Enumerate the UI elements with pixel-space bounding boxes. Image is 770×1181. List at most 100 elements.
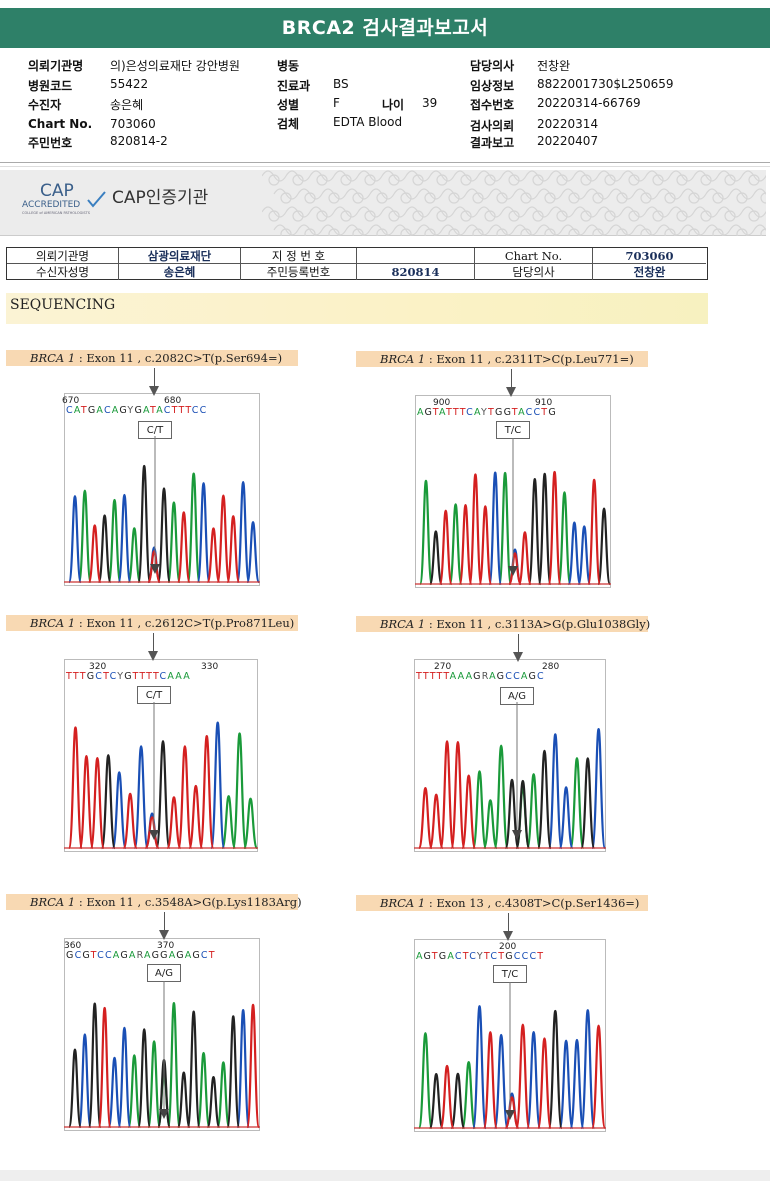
variant-label: BRCA 1 : Exon 11 , c.2311T>C(p.Leu771=)	[356, 351, 648, 367]
trace-peak	[417, 786, 433, 850]
trace-peak	[577, 525, 592, 586]
chromatogram-trace: 200 AGTGACTCYTCTGCCCT T/C	[414, 939, 606, 1132]
trace-peak	[166, 501, 181, 584]
chromatogram-trace: 900 910 AGTATTTCAYTGGTACCTG T/C	[415, 395, 611, 588]
chromatogram-peaks	[64, 981, 260, 1129]
position-number: 200	[499, 942, 517, 952]
base-letter: C	[97, 950, 105, 961]
base-letter: T	[511, 407, 519, 418]
base-letter: A	[96, 405, 104, 416]
base-letter: C	[104, 950, 113, 961]
base-letter: A	[520, 671, 529, 682]
table-cell: 820814	[357, 264, 475, 280]
section-title: SEQUENCING	[10, 297, 116, 313]
variant-detail: : Exon 11 , c.3113A>G(p.Glu1038Gly)	[425, 617, 651, 631]
trace-peak	[77, 489, 92, 584]
info-label: 임상정보	[470, 79, 515, 93]
info-value: 송은혜	[110, 98, 144, 112]
base-letter: A	[417, 407, 425, 418]
trace-peak	[177, 745, 193, 850]
base-letter: Y	[127, 405, 135, 416]
base-letter: G	[505, 951, 514, 962]
base-letter: G	[528, 671, 538, 682]
base-letter: Y	[117, 671, 125, 682]
base-letter: C	[529, 951, 538, 962]
info-label: 검사의뢰	[470, 119, 515, 133]
base-letter: T	[72, 671, 80, 682]
trace-peak	[111, 771, 127, 850]
base-call-box: T/C	[493, 965, 527, 983]
trace-peak	[517, 531, 532, 586]
arrow-shaft	[153, 633, 154, 651]
trace-peak	[547, 733, 563, 850]
base-letter: A	[156, 405, 164, 416]
info-label: 담당의사	[470, 59, 515, 73]
trace-peak	[450, 740, 466, 850]
trace-peak	[87, 1002, 102, 1129]
base-letter: T	[483, 951, 491, 962]
trace-peak	[196, 1051, 211, 1129]
variant-detail: : Exon 11 , c.2311T>C(p.Leu771=)	[425, 352, 634, 366]
variant-detail: : Exon 11 , c.2612C>T(p.Pro871Leu)	[75, 616, 295, 630]
info-value: 의)은성의료재단 강안병원	[110, 59, 240, 73]
base-letter: T	[436, 671, 444, 682]
trace-peak	[122, 792, 138, 850]
variant-detail: : Exon 11 , c.3548A>G(p.Lys1183Arg)	[75, 895, 302, 909]
info-label: 접수번호	[470, 98, 515, 112]
arrow-shaft	[518, 634, 519, 652]
trace-peak	[216, 1061, 231, 1129]
base-letter: G	[473, 671, 482, 682]
trace-peak	[127, 1054, 142, 1129]
trace-peak	[468, 473, 483, 586]
base-letter: A	[447, 951, 455, 962]
chromatogram-peaks	[64, 702, 258, 850]
table-cell: 수신자성명	[7, 264, 119, 280]
info-label: 의뢰기관명	[28, 59, 84, 73]
base-letter: T	[103, 671, 110, 682]
trace-peak	[97, 1006, 112, 1129]
cap-certified-text: CAP인증기관	[112, 188, 209, 208]
trace-peak	[547, 470, 562, 586]
report-title: BRCA2 검사결과보고서	[0, 8, 770, 48]
trace-peak	[428, 1073, 444, 1130]
down-arrow-icon	[506, 387, 516, 397]
base-letter: R	[136, 950, 145, 961]
trace-peak	[587, 478, 602, 586]
base-letter: T	[185, 405, 192, 416]
trace-peak	[226, 515, 241, 584]
info-label: 주민번호	[28, 136, 73, 150]
cap-logo-small: ACCREDITED	[22, 200, 80, 210]
base-letter: G	[124, 671, 133, 682]
base-letter: A	[128, 950, 137, 961]
info-value: 8822001730$L250659	[537, 77, 674, 91]
position-number: 910	[535, 398, 553, 408]
base-letter: C	[490, 951, 499, 962]
trace-peak	[504, 1096, 520, 1130]
trace-peak	[176, 1071, 191, 1129]
trace-peak	[156, 487, 172, 584]
trace-peak	[100, 754, 116, 850]
base-letter: G	[176, 950, 185, 961]
trace-peak	[547, 1009, 563, 1130]
trace-peak	[210, 721, 226, 850]
table-cell: 의뢰기관명	[7, 248, 119, 264]
info-label: 병원코드	[28, 79, 73, 93]
variant-label: BRCA 1 : Exon 11 , c.3113A>G(p.Glu1038Gl…	[356, 616, 651, 632]
base-letter: T	[149, 405, 157, 416]
position-number: 900	[433, 398, 451, 408]
info-value: BS	[333, 77, 349, 91]
base-letter: G	[503, 407, 512, 418]
base-letter: C	[505, 671, 514, 682]
base-letter: T	[178, 405, 186, 416]
info-label: 병동	[277, 59, 300, 73]
base-letter: C	[525, 407, 534, 418]
trace-peak	[450, 1072, 466, 1130]
info-label: 검체	[277, 117, 300, 131]
trace-peak	[448, 503, 463, 586]
trace-peak	[515, 1023, 531, 1130]
chromatogram-peaks	[415, 438, 611, 586]
trace-peak	[428, 793, 444, 850]
trace-peak	[439, 740, 455, 850]
info-label: 진료과	[277, 79, 311, 93]
base-sequence: GCGTCCAGARAGGAGAGCT	[66, 950, 216, 961]
